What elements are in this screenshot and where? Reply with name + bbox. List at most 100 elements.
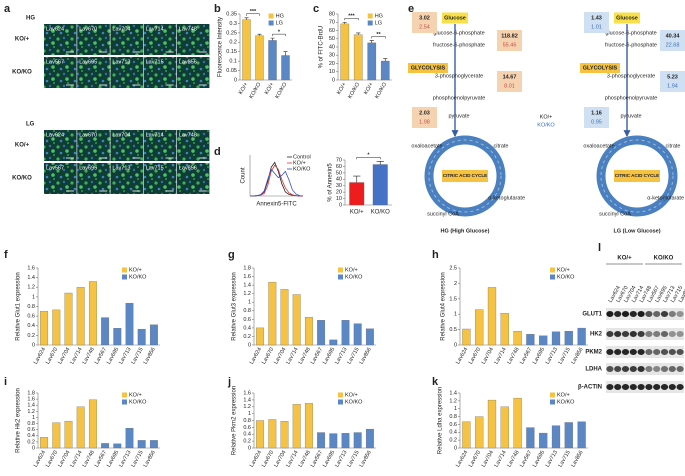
micrograph-tile — [143, 163, 177, 194]
legend-label: HG — [375, 13, 383, 19]
y-tick-label: 1 — [248, 411, 251, 417]
bar — [539, 432, 548, 449]
y-axis-label: Relative Ldha expression — [438, 387, 444, 454]
y-tick-label: 1.6 — [27, 397, 35, 403]
blot-band — [645, 331, 653, 337]
blot-band — [645, 384, 653, 390]
x-tick-label: Lav856 — [570, 347, 584, 366]
legend-swatch — [122, 392, 127, 398]
x-axis-label: Annexin5-FITC — [256, 202, 297, 208]
glycolysis-label: GLYCOLYSIS — [411, 65, 446, 71]
condition-label: LG — [26, 122, 35, 128]
y-tick-label: 1.6 — [243, 390, 251, 396]
legend-swatch — [550, 274, 555, 280]
blot-band — [668, 331, 676, 337]
significance-bracket — [344, 18, 359, 21]
bar — [256, 327, 265, 346]
level-box — [412, 107, 437, 128]
legend-swatch — [338, 267, 343, 273]
blot-band — [621, 384, 630, 390]
bar — [551, 331, 561, 346]
bar — [149, 324, 158, 346]
condition-caption: LG (Low Glucose) — [613, 228, 660, 234]
bar — [372, 164, 388, 206]
bar — [564, 330, 573, 346]
legend-label: KO/+ — [345, 392, 358, 398]
blot-band — [660, 311, 669, 317]
line-label: Lav714 — [146, 132, 164, 138]
significance-bracket — [371, 36, 386, 39]
x-tick-label: KO/+ — [350, 210, 364, 216]
y-tick-label: 0.8 — [27, 304, 35, 310]
bar — [280, 421, 289, 449]
bar — [255, 35, 264, 81]
legend-label: KO/KO — [557, 274, 575, 280]
y-tick-label: 1.4 — [243, 397, 251, 403]
x-tick-label: KO/+ — [336, 82, 348, 96]
significance-bracket — [356, 157, 381, 160]
micrograph-tile — [143, 57, 177, 88]
panel-label: d — [214, 146, 221, 158]
bar — [475, 309, 484, 346]
significance-label: * — [367, 153, 370, 159]
bar — [52, 422, 61, 449]
y-axis-label: % of Annexin5 — [328, 163, 334, 202]
legend-label: KO/KO — [345, 274, 363, 280]
legend-label: Control — [293, 154, 311, 160]
condition-label: HG — [26, 16, 35, 22]
cycle-inner — [428, 139, 502, 213]
bar — [513, 397, 522, 449]
level-box — [660, 30, 685, 51]
blot-band — [660, 366, 669, 372]
bar — [40, 311, 49, 346]
metabolite: phosphoenolpyruvate — [605, 95, 658, 101]
y-tick-label: 0.4 — [27, 433, 35, 439]
blot-band — [606, 384, 614, 390]
line-label: Lav856 — [179, 59, 197, 65]
y-tick-label: 1.6 — [243, 274, 251, 280]
y-tick-label: 40 — [329, 44, 335, 50]
legend-label: KO/KO — [345, 399, 363, 405]
x-tick-label: KO/KO — [371, 210, 390, 216]
bar — [101, 317, 110, 346]
blot-band — [606, 366, 614, 372]
bar — [487, 287, 497, 346]
error-bar — [353, 175, 361, 183]
bar — [292, 294, 301, 346]
line-label: Lav748 — [179, 132, 197, 138]
y-tick-label: 0 — [454, 445, 457, 451]
legend-swatch — [367, 13, 373, 19]
level-box — [412, 12, 437, 33]
significance-label: *** — [250, 9, 257, 15]
legend-label: KO/KO — [293, 166, 311, 172]
bar — [353, 34, 363, 81]
y-tick-label: 0.4 — [243, 325, 251, 331]
significance-bracket — [272, 33, 286, 37]
metabolite: citrate — [494, 143, 509, 149]
bar — [125, 427, 134, 449]
genotype-label: KO/+ — [15, 143, 30, 149]
x-tick-label: Lav856 — [143, 450, 157, 469]
metabolite: oxaloacetate — [411, 143, 442, 149]
blot-band — [653, 311, 661, 317]
level-ko-het: 14.67 — [503, 74, 517, 80]
level-ko-het: 3.02 — [419, 15, 430, 21]
line-label: Lav715 — [146, 165, 164, 171]
legend-swatch — [268, 13, 274, 19]
panel-label: c — [313, 3, 319, 15]
cycle-label: CITRIC ACID CYCLE — [443, 173, 488, 178]
bar — [353, 323, 362, 346]
significance-label: * — [278, 30, 281, 36]
y-tick-label: 0.2 — [27, 439, 35, 445]
y-tick-label: 1.2 — [243, 291, 251, 297]
micrograph-tile — [44, 24, 77, 55]
micrograph-tile — [176, 24, 210, 55]
blot-band — [676, 349, 684, 355]
y-tick-label: 1.6 — [27, 265, 35, 271]
y-tick-label: 0.5 — [449, 327, 457, 333]
cycle-inner — [600, 139, 674, 213]
bar — [76, 406, 85, 449]
protein-label: HK2 — [590, 332, 603, 338]
y-tick-label: 50 — [329, 36, 335, 42]
blot-band — [668, 384, 676, 390]
